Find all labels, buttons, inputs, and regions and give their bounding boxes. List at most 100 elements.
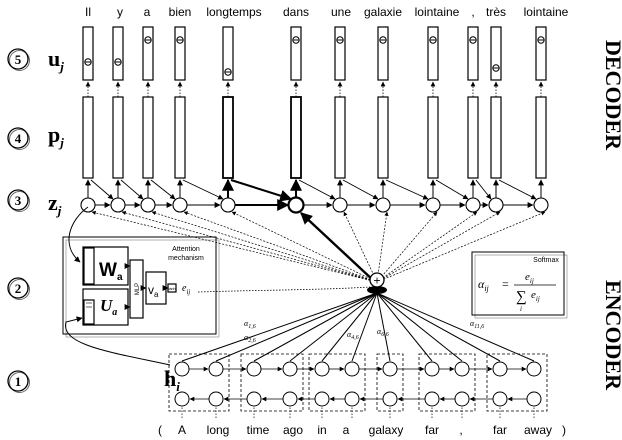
ua-label: Ua (100, 296, 117, 318)
h-backward-node (344, 391, 360, 407)
step-number: 1 (15, 374, 22, 389)
h-forward-node (174, 361, 190, 377)
annotation-to-context-line (376, 292, 433, 362)
z-state-node (140, 197, 156, 213)
ua-input-bar (83, 299, 95, 325)
alpha-label: α2,6 (244, 333, 256, 344)
context-combiner: + (367, 272, 387, 294)
output-word: a (144, 5, 151, 19)
alpha-weights: α1,6 α2,6 α4,6 α6,6 α11,6 (244, 319, 484, 344)
h-forward-node (424, 361, 440, 377)
output-word: y (117, 5, 123, 19)
input-word-row: ( A long time ago in a galaxy far , far … (158, 423, 566, 437)
h-forward-node (382, 361, 398, 377)
output-word: , (471, 5, 474, 19)
p-vector (334, 96, 346, 179)
z-state-node (488, 197, 504, 213)
context-to-z-dotted (376, 211, 546, 283)
z-to-attention-connector (68, 206, 89, 263)
h-backward-node (314, 391, 330, 407)
output-feedback-arrow (150, 179, 176, 200)
softmax-eq: = (502, 277, 509, 291)
u-vector (334, 26, 346, 81)
softmax-box: Softmax αij = eij ∑ eij i (471, 251, 568, 319)
energy-to-combiner (197, 286, 371, 293)
output-word: bien (169, 5, 192, 19)
step-marker-5: 5 (7, 48, 30, 71)
output-feedback-arrow (498, 179, 537, 200)
u-vector (142, 26, 154, 81)
step-marker-2: 2 (7, 277, 30, 300)
attention-title-2: mechanism (168, 255, 204, 262)
va-label: va (148, 283, 159, 299)
h-backward-node (246, 391, 262, 407)
energy-label: eij (182, 283, 190, 296)
h-backward-node (454, 391, 470, 407)
softmax-title: Softmax (533, 257, 559, 264)
h-to-attention-connector (65, 316, 171, 366)
z-state-node (110, 197, 126, 213)
output-feedback-arrow (230, 179, 293, 202)
annotation-to-context-line (215, 292, 378, 362)
h-forward-node (344, 361, 360, 377)
z-state-node (220, 197, 236, 213)
alpha-label: α6,6 (377, 327, 389, 338)
u-vector (82, 26, 94, 81)
h-forward-node (208, 361, 224, 377)
h-forward-node (314, 361, 330, 377)
attention-fan (91, 210, 546, 362)
input-word: far (493, 423, 507, 437)
output-word: Il (85, 5, 91, 19)
h-backward-node (424, 391, 440, 407)
input-word: ago (283, 423, 303, 437)
annotation-to-context-line (181, 292, 378, 362)
mlp-label: MLP (135, 283, 141, 295)
row-symbols: uj pj zj hi (48, 46, 180, 394)
h-backward-node (282, 391, 298, 407)
softmax-sum: ∑ (516, 289, 527, 305)
output-feedback-arrow (90, 179, 114, 200)
row-symbol-u: uj (48, 46, 64, 74)
u-vector (222, 26, 234, 81)
output-word: galaxie (364, 5, 402, 19)
output-feedback-arrow (385, 179, 429, 200)
attention-title-1: Attention (172, 246, 200, 253)
annotation-to-context-line (351, 292, 378, 362)
softmax-denominator: eij (531, 289, 540, 303)
input-word: , (459, 423, 462, 437)
annotation-to-context-line (376, 292, 501, 362)
p-vector (427, 96, 439, 179)
step-markers: 5 4 3 2 1 (7, 48, 30, 393)
decoder-label: DECODER (601, 40, 622, 151)
step-number: 4 (15, 131, 22, 146)
context-to-z-dotted (183, 211, 378, 283)
tanh-label: tanh (169, 287, 176, 291)
softmax-sum-index: i (520, 305, 522, 313)
u-vector (112, 26, 124, 81)
p-vector (222, 96, 234, 179)
step-marker-4: 4 (7, 127, 30, 150)
softmax-numerator: eij (525, 271, 534, 285)
output-feedback-arrow (435, 179, 469, 200)
output-word: très (486, 5, 506, 19)
p-vector (490, 96, 502, 179)
h-forward-node (246, 361, 262, 377)
u-vector (174, 26, 186, 81)
output-word: longtemps (206, 5, 261, 19)
attention-mechanism-box: Attention mechanism Wa Ua MLP va tanh ei… (62, 236, 220, 338)
input-word: time (247, 423, 270, 437)
h-forward-node (492, 361, 508, 377)
context-to-z-active (300, 212, 375, 282)
input-word: away (524, 423, 552, 437)
input-word: A (178, 423, 186, 437)
input-word: ( (158, 423, 162, 437)
u-vector (490, 26, 502, 81)
encoder-position-group (308, 353, 366, 412)
h-backward-node (382, 391, 398, 407)
z-state-node (465, 197, 481, 213)
z-state-node (375, 197, 391, 213)
step-number: 3 (15, 193, 22, 208)
h-backward-node (174, 391, 190, 407)
context-to-z-dotted (151, 211, 378, 283)
